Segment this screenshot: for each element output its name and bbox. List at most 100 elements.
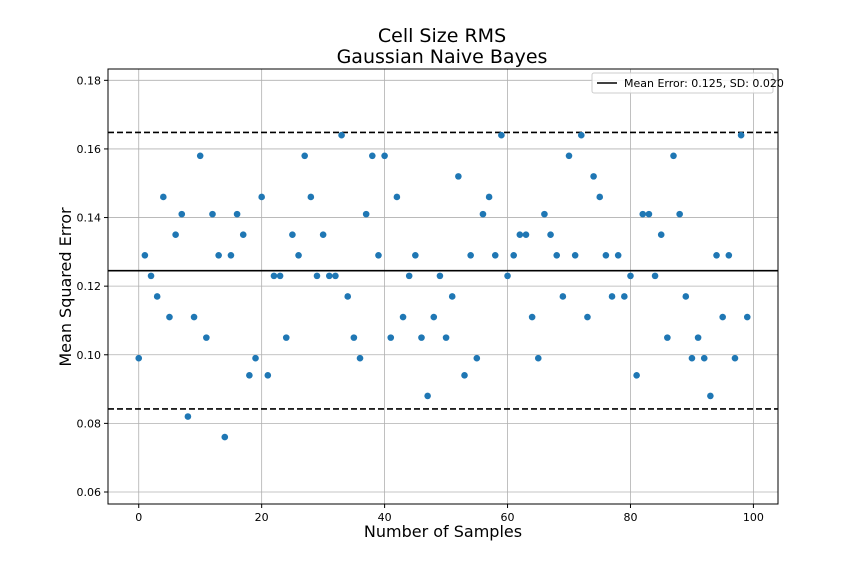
data-point [215, 251, 222, 259]
y-tick-label: 0.06 [77, 486, 102, 499]
data-point [307, 193, 315, 201]
data-point [688, 354, 696, 362]
data-point [381, 152, 388, 160]
data-point [289, 231, 296, 238]
data-point [639, 210, 647, 218]
data-point [633, 372, 640, 379]
grid-lines [108, 69, 778, 504]
legend-box [591, 72, 774, 94]
data-point [405, 272, 413, 280]
data-point [350, 334, 358, 341]
data-point [737, 131, 745, 139]
data-point [295, 251, 302, 259]
data-point [184, 413, 192, 420]
data-point [571, 251, 579, 259]
data-point [356, 354, 364, 362]
data-point [258, 193, 265, 201]
data-point [430, 313, 438, 321]
data-point [590, 173, 597, 180]
data-point [344, 293, 352, 300]
data-point [239, 231, 247, 238]
data-point [141, 251, 149, 259]
data-point [264, 372, 272, 379]
x-tick-label: 0 [135, 511, 142, 524]
data-point [209, 210, 216, 218]
x-axis-ticks: 0 20 40 60 80 100 [135, 504, 764, 524]
data-point [725, 251, 733, 259]
data-point [547, 231, 554, 238]
data-point [541, 210, 548, 218]
data-point [491, 251, 499, 259]
data-point [455, 173, 462, 180]
data-point [534, 354, 542, 362]
data-point [731, 354, 739, 362]
data-point [270, 272, 278, 280]
data-point [516, 231, 524, 238]
x-tick-label: 100 [743, 511, 764, 524]
data-point [522, 231, 530, 238]
data-point [719, 313, 726, 321]
data-point [203, 334, 210, 341]
data-point [387, 334, 395, 341]
data-point [553, 251, 561, 259]
y-tick-label: 0.18 [77, 74, 102, 87]
data-point [282, 334, 290, 341]
data-point [645, 210, 653, 218]
data-point [424, 392, 431, 400]
data-point [319, 231, 327, 238]
data-point [362, 210, 370, 218]
y-tick-label: 0.12 [77, 280, 102, 293]
y-tick-label: 0.16 [77, 143, 102, 156]
data-point [418, 334, 425, 341]
data-point [627, 272, 634, 280]
x-tick-label: 60 [501, 511, 515, 524]
x-tick-label: 40 [378, 511, 392, 524]
data-point [664, 334, 671, 341]
data-point [657, 231, 665, 238]
data-point [565, 152, 573, 160]
data-point [584, 313, 591, 321]
data-point [221, 433, 229, 441]
data-point [473, 354, 481, 362]
data-point [252, 354, 259, 362]
y-tick-label: 0.14 [77, 212, 102, 225]
data-points [135, 131, 751, 441]
data-point [504, 272, 511, 280]
data-point [510, 251, 517, 259]
data-point [369, 152, 376, 160]
data-point [160, 193, 167, 201]
data-point [676, 210, 683, 218]
data-point [135, 354, 143, 362]
data-point [608, 293, 616, 300]
data-point [479, 210, 487, 218]
data-point [467, 251, 474, 259]
data-point [436, 272, 444, 280]
data-point [442, 334, 450, 341]
data-point [528, 313, 536, 321]
y-axis-label: Mean Squared Error [56, 207, 75, 367]
data-point [301, 152, 308, 160]
data-point [147, 272, 155, 280]
data-point [178, 210, 186, 218]
chart-title-line-1: Cell Size RMS [378, 25, 506, 47]
data-point [153, 293, 161, 300]
data-point [338, 131, 345, 139]
y-tick-label: 0.10 [77, 349, 102, 362]
chart-title-line-2: Gaussian Naive Bayes [337, 46, 548, 68]
data-point [166, 313, 173, 321]
data-point [559, 293, 567, 300]
data-point [227, 251, 235, 259]
x-tick-label: 80 [623, 511, 637, 524]
data-point [313, 272, 321, 280]
data-point [621, 293, 628, 300]
legend-entry-mean-error: Mean Error: 0.125, SD: 0.020 [624, 77, 784, 90]
data-point [602, 251, 610, 259]
data-point [596, 193, 604, 201]
data-point [694, 334, 702, 341]
data-point [461, 372, 468, 379]
data-point [246, 372, 253, 379]
data-point [325, 272, 333, 280]
y-tick-label: 0.08 [77, 417, 102, 430]
data-point [393, 193, 401, 201]
